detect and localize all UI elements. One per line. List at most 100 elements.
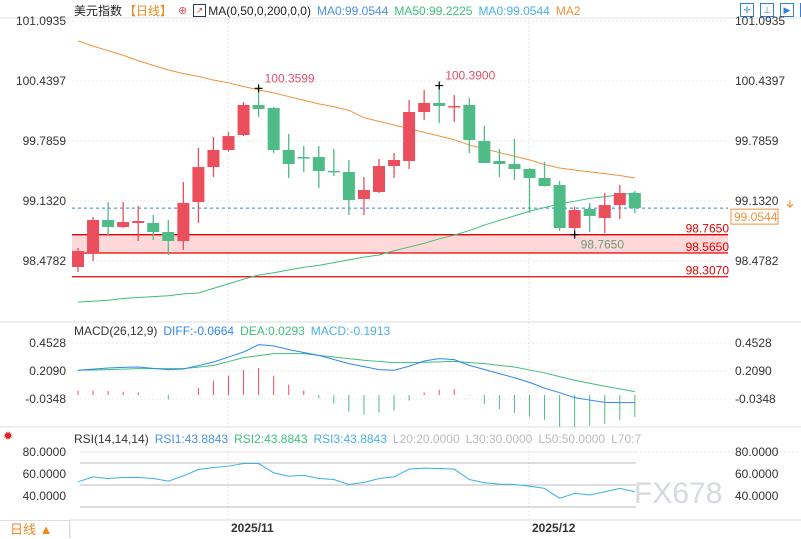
- macd-axis-label-left: 0.2090: [29, 364, 66, 378]
- candle-body: [132, 221, 145, 224]
- high-marker-icon: [435, 81, 444, 90]
- candle-body: [102, 219, 115, 227]
- price-axis-label-right: 100.4397: [735, 74, 785, 88]
- macd-axis-label-right: -0.0348: [735, 392, 776, 406]
- chart-toolbar: ✛ ⊥ ▶ ⇥: [740, 3, 801, 17]
- candle-body: [478, 140, 491, 164]
- low-annotation: 98.7650: [581, 238, 625, 252]
- candle-body: [222, 136, 235, 150]
- candle-body: [87, 219, 100, 253]
- crosshair-icon[interactable]: ✛: [740, 3, 754, 17]
- symbol-name: 美元指数: [74, 4, 123, 18]
- price-axis-label-left: 101.0935: [16, 14, 66, 28]
- forward-icon[interactable]: ▶: [780, 3, 794, 17]
- candle-body: [342, 172, 355, 200]
- support-band: [72, 234, 728, 254]
- high-marker-icon: [254, 84, 263, 93]
- low-marker-icon: [570, 230, 579, 239]
- level-label: 98.3070: [686, 264, 730, 278]
- chart-header: 美元指数 【日线】 ⊕ ↗ MA(0,50,0,200,0,0) MA0:99.…: [74, 2, 581, 19]
- candle-body: [327, 170, 340, 173]
- price-marker-icon: [786, 200, 794, 208]
- rsi-axis-label-right: 80.0000: [735, 445, 779, 459]
- candle-body: [418, 102, 431, 112]
- rsi-legend: RSI(14,14,14) RSI1:43.8843 RSI2:43.8843 …: [74, 432, 641, 446]
- candle-body: [553, 185, 566, 228]
- candle-body: [583, 208, 596, 216]
- macd-dea: DEA:0.0293: [240, 324, 305, 338]
- candle-body: [613, 193, 626, 206]
- candle-body: [538, 177, 551, 187]
- rsi2: RSI2:43.8843: [234, 432, 308, 446]
- candle-body: [312, 157, 325, 171]
- rsi-title: RSI(14,14,14): [74, 432, 149, 446]
- date-label-dec: 2025/12: [532, 521, 576, 535]
- candle-body: [237, 105, 250, 136]
- macd-legend: MACD(26,12,9) DIFF:-0.0664 DEA:0.0293 MA…: [74, 324, 390, 338]
- candle-body: [508, 164, 521, 169]
- candle-body: [117, 222, 130, 227]
- ma50-value: MA50:99.2225: [394, 3, 473, 18]
- rsi-l20: L20:20.0000: [392, 432, 460, 446]
- rsi-line: [77, 463, 635, 499]
- high-annotation-1: 100.3599: [265, 71, 315, 85]
- candle-body: [598, 205, 611, 218]
- macd-axis-label-left: 0.4528: [29, 336, 66, 350]
- candle-body: [207, 149, 220, 168]
- high-annotation-2: 100.3900: [445, 69, 495, 83]
- macd-axis-label-right: 0.4528: [735, 336, 772, 350]
- candle-body: [147, 223, 160, 233]
- rsi-l70: L70:7: [611, 432, 642, 446]
- timeframe-button[interactable]: 日线 ▲: [0, 520, 70, 538]
- macd-diff: DIFF:-0.0664: [163, 324, 235, 338]
- ma50-line: [77, 192, 635, 303]
- rsi-l30: L30:30.0000: [465, 432, 533, 446]
- candle-body: [388, 159, 401, 167]
- level-label: 98.7650: [686, 222, 730, 236]
- candle-body: [448, 106, 461, 108]
- candle-body: [403, 111, 416, 161]
- rsi-axis-label-right: 60.0000: [735, 467, 779, 481]
- macd-dea-line: [77, 353, 635, 393]
- timeframe-label[interactable]: 【日线】: [124, 4, 173, 18]
- candle-body: [297, 157, 310, 159]
- rsi-l50: L50:50.0000: [538, 432, 606, 446]
- watermark: FX678: [634, 477, 723, 510]
- candle-body: [267, 108, 280, 150]
- add-compare-icon[interactable]: ⊕: [178, 5, 188, 17]
- settings-gear-icon[interactable]: ✹: [3, 429, 14, 443]
- candle-body: [72, 251, 84, 267]
- ma0-value: MA0:99.0544: [316, 3, 389, 18]
- price-axis-label-right: 99.7859: [735, 134, 779, 148]
- rsi-axis-label-left: 80.0000: [23, 445, 67, 459]
- range-icon[interactable]: ⊥: [760, 3, 774, 17]
- ma2-label: MA2: [555, 3, 581, 18]
- price-axis-label-right: 101.0935: [735, 14, 785, 28]
- price-axis-label-left: 99.1320: [23, 194, 67, 208]
- price-axis-label-left: 99.7859: [23, 134, 67, 148]
- candle-body: [162, 232, 175, 242]
- candle-body: [433, 102, 446, 107]
- price-axis-label-right: 98.4782: [735, 254, 779, 268]
- current-price-label: 99.0544: [734, 210, 778, 224]
- candle-body: [192, 167, 205, 203]
- candle-body: [628, 193, 641, 209]
- macd-axis-label-left: -0.0348: [25, 392, 66, 406]
- current-price-box: [730, 208, 779, 225]
- candle-body: [463, 105, 476, 140]
- date-label-nov: 2025/11: [231, 521, 274, 535]
- ma2-line: [77, 40, 635, 179]
- ma0-value-2: MA0:99.0544: [478, 3, 550, 18]
- rsi-axis-label-left: 40.0000: [23, 489, 67, 503]
- macd-diff-line: [77, 344, 635, 404]
- rsi-axis-label-right: 40.0000: [735, 489, 779, 503]
- candle-body: [282, 149, 295, 165]
- candle-body: [523, 168, 536, 178]
- price-axis-label-left: 100.4397: [16, 74, 66, 88]
- price-axis-label-right: 99.1320: [735, 194, 779, 208]
- rsi3: RSI3:43.8843: [313, 432, 387, 446]
- indicator-settings-icon[interactable]: ↗: [193, 4, 207, 17]
- price-axis-label-left: 98.4782: [23, 254, 67, 268]
- indicator-params[interactable]: MA(0,50,0,200,0,0): [208, 3, 311, 18]
